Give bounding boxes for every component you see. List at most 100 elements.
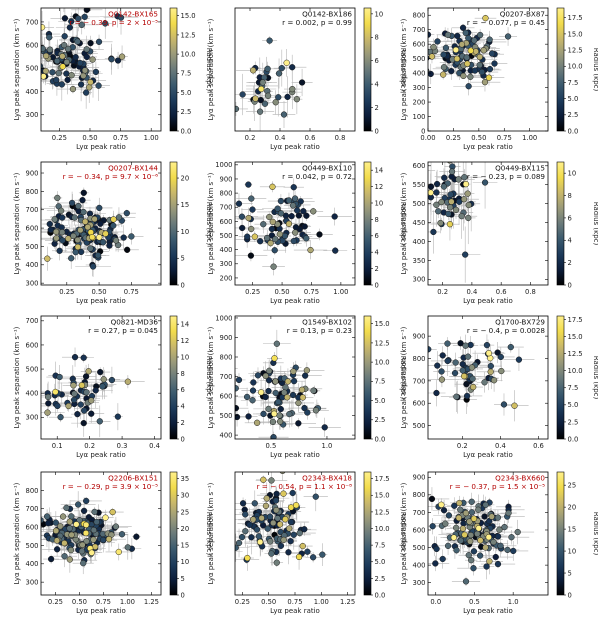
data-point <box>82 529 90 537</box>
colorbar-tick-label: 15 <box>181 201 190 209</box>
data-point <box>86 84 93 91</box>
colorbar-tick-label: 0.0 <box>181 127 192 135</box>
panel-q2343-bx660: 0.0 0.5 1.0 300 400 500 600 700 800 900 Lyα peak r… <box>400 471 598 615</box>
data-point <box>497 542 504 549</box>
data-point <box>291 195 299 202</box>
y-tick-label: 500 <box>26 542 39 550</box>
colorbar-tick-label: 12 <box>375 183 384 191</box>
colorbar-tick-label: 10 <box>181 228 190 236</box>
y-tick-label: 700 <box>26 18 39 26</box>
colorbar <box>556 161 565 286</box>
y-tick-label: 100 <box>413 113 426 121</box>
data-point <box>485 74 493 81</box>
data-point <box>507 343 514 351</box>
data-point <box>267 240 274 247</box>
data-point <box>257 538 264 546</box>
data-point <box>270 519 277 527</box>
data-point <box>332 247 339 254</box>
data-point <box>41 45 46 52</box>
x-tick-label: 0.25 <box>446 134 461 142</box>
data-point <box>437 219 444 227</box>
colorbar-tick-label: 15 <box>181 542 190 550</box>
data-point <box>433 201 440 209</box>
data-point <box>72 249 79 256</box>
data-point <box>444 31 452 39</box>
data-point <box>112 237 120 244</box>
data-point <box>70 382 77 389</box>
data-point <box>459 525 467 532</box>
data-point <box>300 208 307 215</box>
y-tick-label: 400 <box>26 261 39 269</box>
data-point <box>266 513 274 520</box>
data-point <box>45 400 52 407</box>
data-point <box>451 369 459 377</box>
colorbar-label: Radius (kpc) <box>399 356 407 400</box>
data-point <box>284 394 291 401</box>
data-point <box>67 547 75 554</box>
x-tick-label: 1.25 <box>340 598 355 606</box>
colorbar-tick-label: 0 <box>375 127 379 135</box>
points <box>235 178 352 276</box>
data-point <box>73 521 80 528</box>
data-point <box>110 222 117 229</box>
data-point <box>265 387 272 395</box>
data-point <box>293 502 300 509</box>
data-point <box>276 412 283 419</box>
data-point <box>27 51 33 57</box>
data-point <box>262 393 269 401</box>
data-point <box>78 21 85 28</box>
colorbar-tick-label: 10 <box>375 199 384 207</box>
data-point <box>301 223 308 230</box>
data-point <box>75 501 82 508</box>
correlation-stat: r = − 0.39, p = 2 × 10⁻⁵ <box>69 18 158 27</box>
data-point <box>459 24 467 31</box>
colorbar-tick-label: 10.0 <box>375 525 390 533</box>
data-point <box>282 516 289 523</box>
plot-frame <box>40 471 162 596</box>
data-point <box>303 235 310 242</box>
panel-title: Q0142-BX165 <box>108 10 158 19</box>
data-point <box>80 407 88 414</box>
x-axis-label: Lyα peak ratio <box>76 607 126 615</box>
data-point <box>497 353 504 361</box>
y-tick-label: 400 <box>413 562 426 570</box>
colorbar-label: Radius (kpc) <box>399 512 407 556</box>
data-point <box>87 245 94 252</box>
colorbar-tick-label: 2 <box>375 104 379 112</box>
data-point <box>456 198 463 205</box>
data-point <box>68 513 75 520</box>
colorbar <box>169 161 178 286</box>
correlation-stat: r = − 0.37, p = 1.5 × 10⁻⁵ <box>450 482 546 491</box>
y-tick-label: 600 <box>220 218 233 226</box>
data-point <box>445 210 452 218</box>
x-tick-label: 0.00 <box>420 134 435 142</box>
y-tick-label: 600 <box>413 526 426 534</box>
data-point <box>290 237 297 245</box>
y-tick-label: 700 <box>220 204 233 212</box>
data-point <box>53 546 61 553</box>
data-point <box>41 79 42 82</box>
colorbar-tick-label: 2 <box>181 419 185 427</box>
data-point <box>298 386 306 393</box>
y-tick-label: 800 <box>26 188 39 196</box>
data-point <box>128 233 135 240</box>
data-point <box>64 76 71 84</box>
data-point <box>41 517 44 524</box>
x-tick-label: 0.50 <box>471 134 486 142</box>
data-point <box>445 512 453 519</box>
data-point <box>123 210 130 217</box>
colorbar-tick-label: 7.5 <box>568 384 579 392</box>
colorbar-tick-label: 7.5 <box>568 79 579 87</box>
colorbar-tick-label: 15.0 <box>375 320 390 328</box>
data-point <box>287 538 294 545</box>
data-point <box>93 518 100 526</box>
data-point <box>251 500 258 507</box>
x-axis-label: Lyα peak ratio <box>76 143 126 151</box>
colorbar-tick-label: 10.0 <box>568 367 583 375</box>
data-point <box>110 216 117 223</box>
y-tick-label: 350 <box>413 257 426 265</box>
data-point <box>90 526 97 534</box>
data-point <box>307 246 314 254</box>
data-point <box>61 15 69 22</box>
data-point <box>448 67 455 75</box>
